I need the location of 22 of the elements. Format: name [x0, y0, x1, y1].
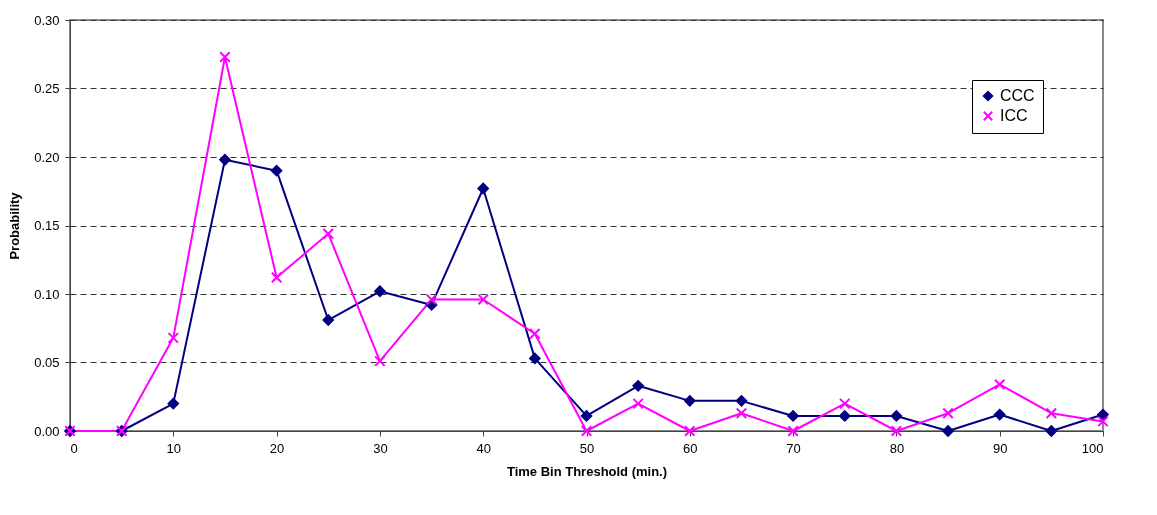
- y-tick-label: 0.10: [34, 286, 60, 302]
- y-tick-label: 0.30: [34, 12, 60, 28]
- x-axis-title: Time Bin Threshold (min.): [506, 463, 668, 479]
- y-tick-label: 0.15: [34, 218, 60, 233]
- x-tick-label: 80: [889, 440, 905, 456]
- x-tick-label: 50: [579, 440, 595, 456]
- legend-label: CCC: [1000, 87, 1035, 104]
- y-tick-label: 0.20: [34, 149, 60, 165]
- x-tick-label: 0: [70, 440, 78, 456]
- x-tick-label: 70: [786, 440, 801, 456]
- y-tick-label: 0.00: [34, 423, 60, 439]
- x-tick-label: 60: [683, 440, 698, 456]
- x-tick-label: 30: [373, 440, 388, 456]
- x-tick-label: 20: [269, 440, 285, 456]
- x-tick-label: 90: [992, 440, 1008, 456]
- y-tick-label: 0.25: [34, 81, 60, 96]
- x-tick-label: 100: [1081, 440, 1104, 456]
- legend-label: ICC: [1000, 107, 1028, 124]
- y-axis-title: Probability: [7, 191, 23, 260]
- x-tick-label: 10: [166, 440, 182, 456]
- x-tick-label: 40: [476, 440, 491, 456]
- y-tick-label: 0.05: [34, 355, 60, 370]
